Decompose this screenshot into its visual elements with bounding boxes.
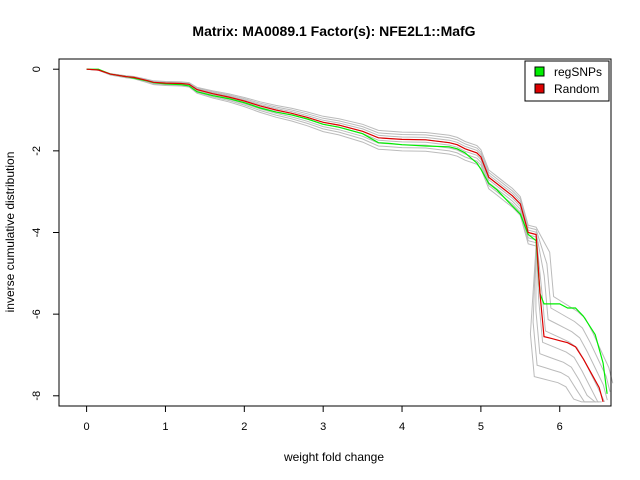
y-tick-label: 0 [31, 66, 43, 72]
series-line-regsnps [86, 68, 608, 394]
legend-swatch-random [534, 83, 545, 94]
random-band-line [86, 68, 602, 403]
x-tick-label: 1 [162, 421, 168, 433]
series-group [86, 68, 608, 403]
random-band-line [86, 68, 614, 384]
legend: regSNPs Random [524, 60, 610, 102]
x-tick-label: 3 [320, 421, 326, 433]
x-axis: 0 1 2 3 4 5 6 [84, 406, 563, 433]
y-tick-label: -4 [31, 228, 43, 238]
random-band-line [86, 68, 597, 403]
x-tick-label: 6 [557, 421, 563, 433]
legend-label-regsnps: regSNPs [554, 65, 602, 79]
y-tick-label: -2 [31, 146, 43, 156]
y-axis-label: inverse cumulative distribution [3, 152, 17, 313]
y-axis: 0 -2 -4 -6 -8 [31, 66, 59, 401]
series-line-random [86, 68, 604, 403]
x-tick-label: 2 [241, 421, 247, 433]
x-tick-label: 4 [399, 421, 405, 433]
y-tick-label: -8 [31, 391, 43, 401]
legend-swatch-regsnps [534, 66, 545, 77]
x-tick-label: 5 [478, 421, 484, 433]
random-band-group [86, 68, 614, 403]
legend-label-random: Random [554, 82, 599, 96]
random-band-line [86, 68, 594, 403]
chart-title: Matrix: MA0089.1 Factor(s): NFE2L1::MafG [192, 23, 475, 39]
random-band-line [86, 68, 599, 403]
x-tick-label: 0 [84, 421, 90, 433]
y-tick-label: -6 [31, 309, 43, 319]
x-axis-label: weight fold change [283, 450, 384, 464]
